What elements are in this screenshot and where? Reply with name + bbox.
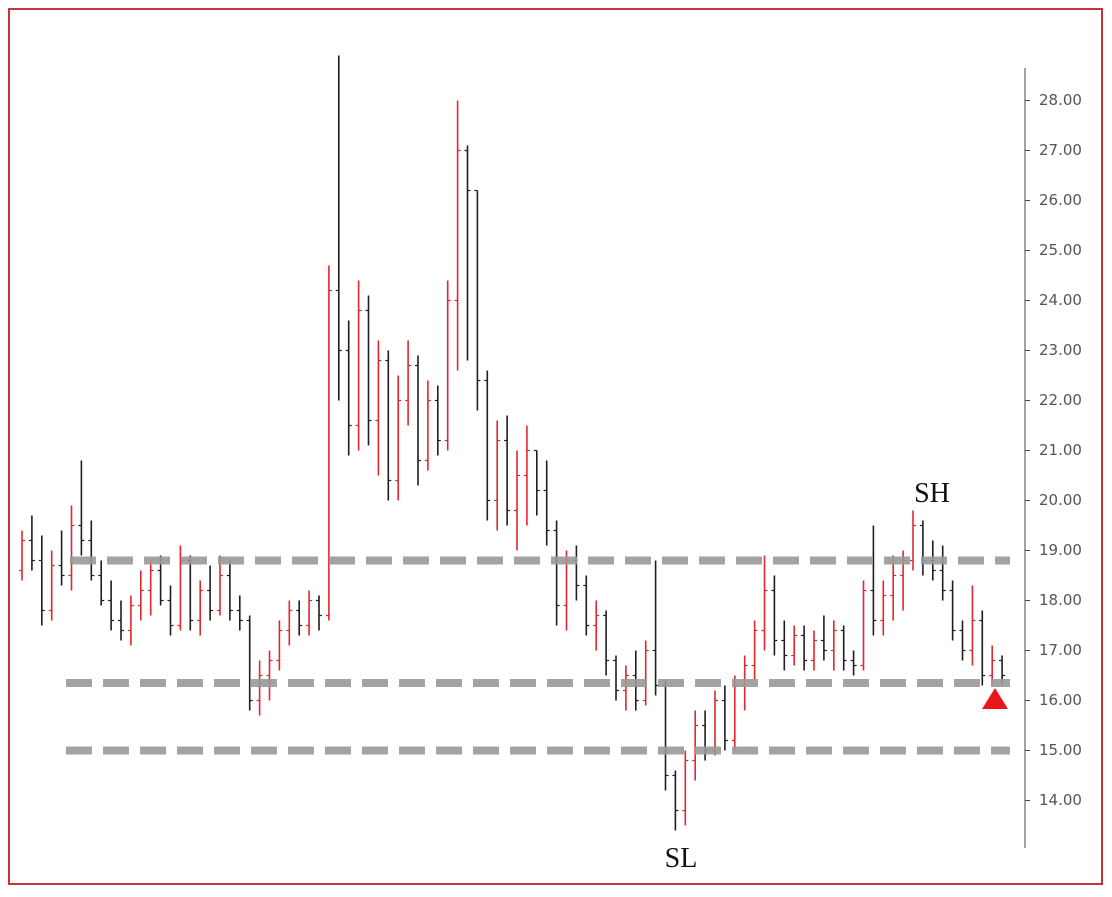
y-tick-label: 19.00 — [1039, 541, 1082, 559]
frame — [8, 8, 1103, 885]
y-tick-label: 25.00 — [1039, 241, 1082, 259]
y-tick-label: 21.00 — [1039, 441, 1082, 459]
y-tick-label: 14.00 — [1039, 791, 1082, 809]
y-tick-label: 26.00 — [1039, 191, 1082, 209]
y-tick-label: 18.00 — [1039, 591, 1082, 609]
annotation: SH — [914, 478, 950, 509]
annotation: SL — [665, 843, 698, 874]
y-tick-label: 20.00 — [1039, 491, 1082, 509]
y-tick-label: 24.00 — [1039, 291, 1082, 309]
y-tick-label: 27.00 — [1039, 141, 1082, 159]
y-tick-label: 15.00 — [1039, 741, 1082, 759]
y-tick-label: 22.00 — [1039, 391, 1082, 409]
y-tick-label: 17.00 — [1039, 641, 1082, 659]
y-tick-label: 16.00 — [1039, 691, 1082, 709]
y-tick-label: 23.00 — [1039, 341, 1082, 359]
signal-marker — [982, 688, 1008, 709]
y-tick-label: 28.00 — [1039, 91, 1082, 109]
